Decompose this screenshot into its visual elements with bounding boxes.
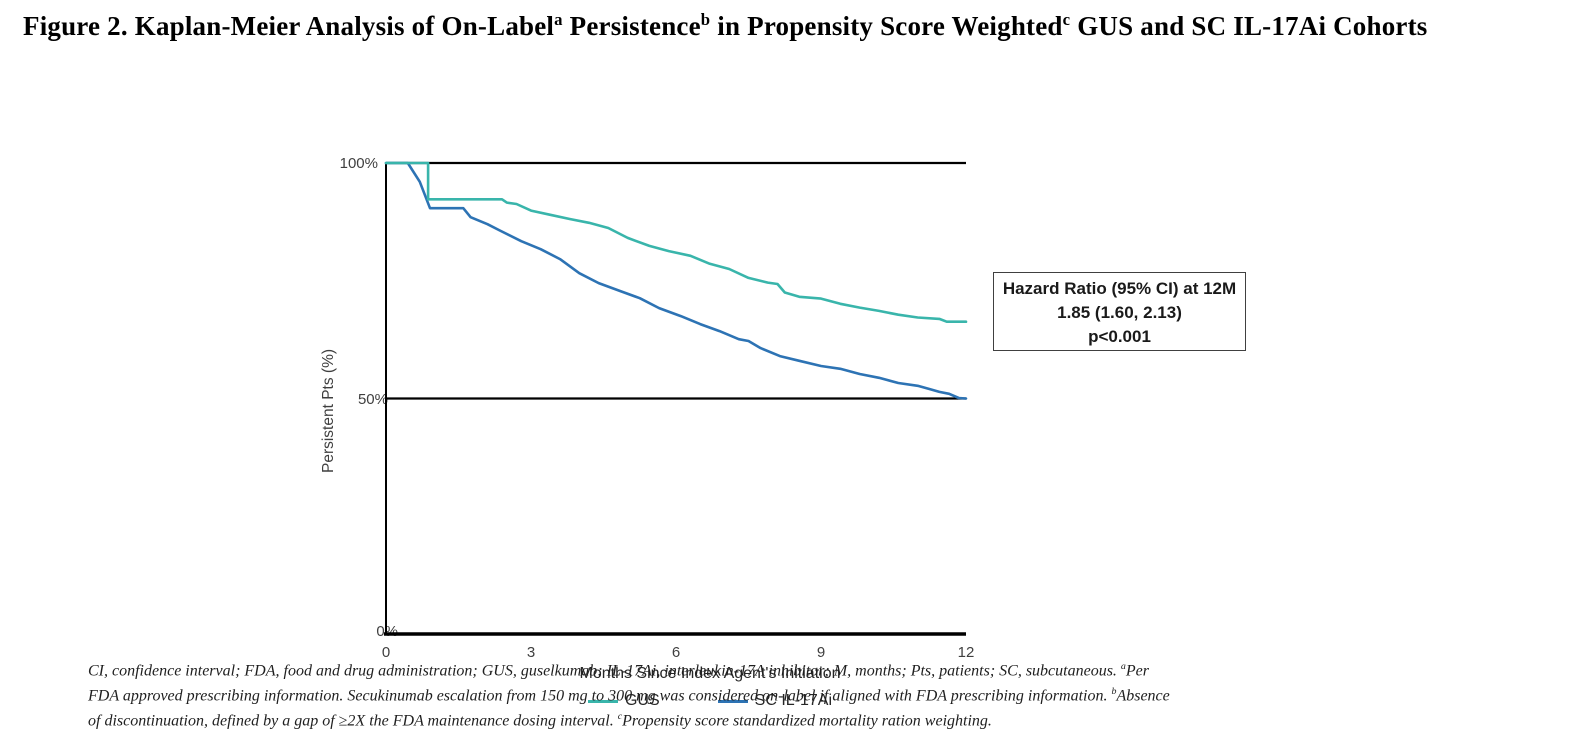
footnote-line-3: of discontinuation, defined by a gap of … (88, 710, 992, 729)
sc-il17ai-line-swatch (717, 699, 748, 703)
legend-label-gus: GUS (624, 692, 660, 709)
x-tick-0: 0 (381, 644, 391, 661)
footnote-line-2: FDA approved prescribing information. Se… (88, 685, 1170, 705)
x-tick-12: 12 (957, 644, 975, 661)
figure-title: Figure 2. Kaplan-Meier Analysis of On-La… (23, 10, 1428, 41)
footnote: CI, confidence interval; FDA, food and d… (88, 657, 1253, 731)
x-tick-6: 6 (671, 644, 681, 661)
legend: GUS SC IL-17Ai (410, 692, 1010, 710)
km-chart: Persistent Pts (%) 100% 50% 0% 0 3 6 9 1… (0, 70, 1583, 709)
legend-item-gus: GUS (587, 692, 660, 710)
y-axis-title: Persistent Pts (%) (320, 348, 337, 474)
hazard-ratio-pvalue: p<0.001 (1088, 327, 1151, 346)
x-tick-9: 9 (816, 644, 826, 661)
hazard-ratio-box: Hazard Ratio (95% CI) at 12M 1.85 (1.60,… (993, 272, 1246, 351)
x-axis-title: Months Since Index Agent's Initiation (579, 665, 841, 682)
legend-item-scil17ai: SC IL-17Ai (717, 692, 833, 710)
plot-area (384, 161, 968, 636)
y-tick-100: 100% (339, 155, 378, 172)
y-tick-50: 50% (357, 391, 388, 408)
hazard-ratio-value: 1.85 (1.60, 2.13) (1057, 303, 1182, 322)
legend-label-scil17ai: SC IL-17Ai (754, 692, 833, 709)
gus-line-swatch (587, 699, 618, 703)
footnote-line-1: CI, confidence interval; FDA, food and d… (88, 661, 1149, 680)
x-tick-3: 3 (526, 644, 536, 661)
hazard-ratio-title: Hazard Ratio (95% CI) at 12M (1002, 279, 1237, 298)
y-tick-0: 0% (376, 623, 398, 640)
